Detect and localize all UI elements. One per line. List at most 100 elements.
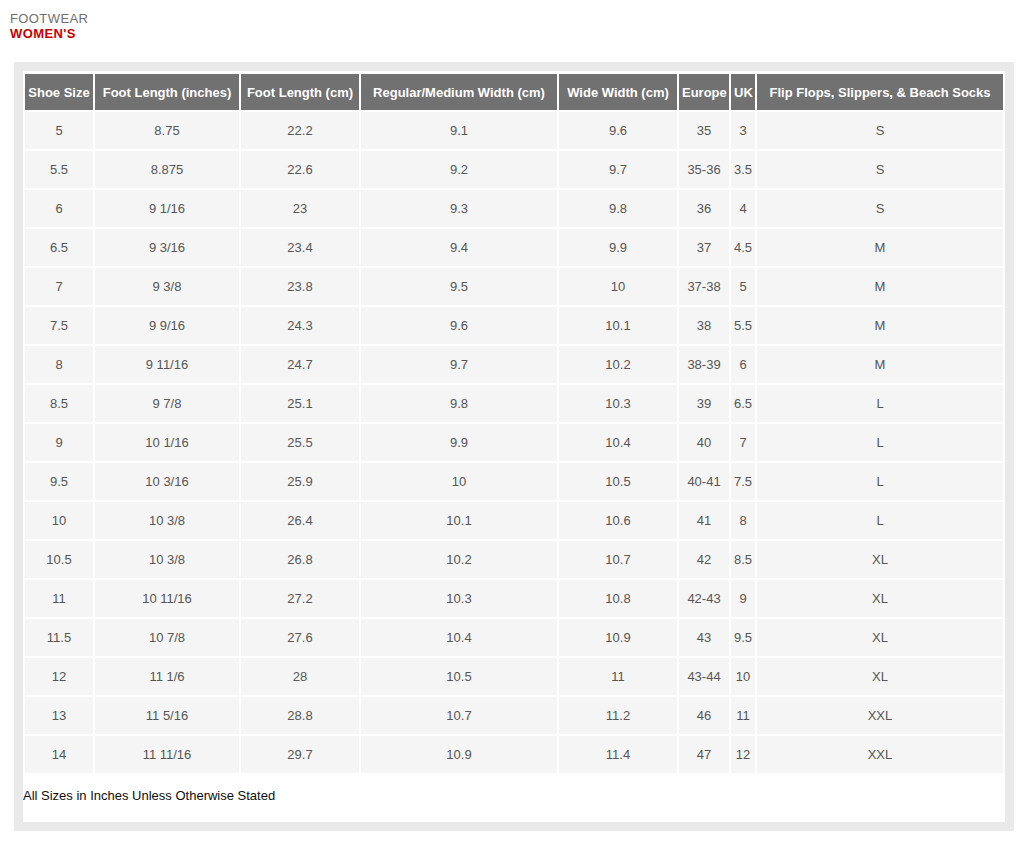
table-cell: 9.5 xyxy=(25,463,93,500)
column-header: Foot Length (cm) xyxy=(241,74,359,110)
table-cell: 11 1/6 xyxy=(95,658,239,695)
table-cell: 38 xyxy=(679,307,729,344)
table-cell: 11 xyxy=(25,580,93,617)
table-cell: L xyxy=(757,424,1003,461)
table-cell: 27.2 xyxy=(241,580,359,617)
table-cell: 4 xyxy=(731,190,755,227)
table-cell: XXL xyxy=(757,697,1003,734)
table-row: 910 1/1625.59.910.4407L xyxy=(25,424,1003,461)
table-cell: 9 xyxy=(731,580,755,617)
table-cell: 10.6 xyxy=(559,502,677,539)
table-cell: 6 xyxy=(25,190,93,227)
table-cell: L xyxy=(757,463,1003,500)
table-cell: 9.5 xyxy=(361,268,557,305)
table-cell: 10 xyxy=(361,463,557,500)
column-header: Shoe Size xyxy=(25,74,93,110)
table-cell: 9 3/16 xyxy=(95,229,239,266)
table-cell: 9 3/8 xyxy=(95,268,239,305)
table-cell: 40 xyxy=(679,424,729,461)
table-cell: 11 11/16 xyxy=(95,736,239,773)
table-cell: M xyxy=(757,307,1003,344)
table-row: 1411 11/1629.710.911.44712XXL xyxy=(25,736,1003,773)
table-cell: 41 xyxy=(679,502,729,539)
column-header: Europe xyxy=(679,74,729,110)
table-row: 11.510 7/827.610.410.9439.5XL xyxy=(25,619,1003,656)
table-cell: 10.4 xyxy=(559,424,677,461)
table-cell: 28.8 xyxy=(241,697,359,734)
table-cell: 3 xyxy=(731,112,755,149)
table-cell: 47 xyxy=(679,736,729,773)
table-cell: 46 xyxy=(679,697,729,734)
table-cell: 9.5 xyxy=(731,619,755,656)
table-cell: 10.5 xyxy=(559,463,677,500)
table-cell: 10 1/16 xyxy=(95,424,239,461)
size-chart-panel: Shoe SizeFoot Length (inches)Foot Length… xyxy=(14,62,1014,831)
table-row: 69 1/16239.39.8364S xyxy=(25,190,1003,227)
table-cell: L xyxy=(757,385,1003,422)
size-chart-table: Shoe SizeFoot Length (inches)Foot Length… xyxy=(23,72,1005,775)
table-cell: 39 xyxy=(679,385,729,422)
table-cell: 23.4 xyxy=(241,229,359,266)
table-cell: 27.6 xyxy=(241,619,359,656)
table-cell: 7.5 xyxy=(731,463,755,500)
table-cell: 9.6 xyxy=(559,112,677,149)
table-row: 79 3/823.89.51037-385M xyxy=(25,268,1003,305)
table-cell: 10 7/8 xyxy=(95,619,239,656)
table-row: 7.59 9/1624.39.610.1385.5M xyxy=(25,307,1003,344)
table-cell: 43-44 xyxy=(679,658,729,695)
table-cell: XL xyxy=(757,619,1003,656)
table-cell: 42 xyxy=(679,541,729,578)
table-cell: 9 11/16 xyxy=(95,346,239,383)
table-cell: L xyxy=(757,502,1003,539)
table-header-row: Shoe SizeFoot Length (inches)Foot Length… xyxy=(25,74,1003,110)
table-cell: M xyxy=(757,346,1003,383)
table-row: 58.7522.29.19.6353S xyxy=(25,112,1003,149)
table-cell: XXL xyxy=(757,736,1003,773)
page-header: FOOTWEAR WOMEN'S xyxy=(10,11,1024,41)
table-cell: 43 xyxy=(679,619,729,656)
table-body: 58.7522.29.19.6353S5.58.87522.69.29.735-… xyxy=(25,112,1003,773)
table-cell: 10.2 xyxy=(361,541,557,578)
table-cell: S xyxy=(757,190,1003,227)
table-cell: 22.6 xyxy=(241,151,359,188)
table-cell: 10 3/8 xyxy=(95,502,239,539)
table-cell: 37-38 xyxy=(679,268,729,305)
table-row: 89 11/1624.79.710.238-396M xyxy=(25,346,1003,383)
column-header: Regular/Medium Width (cm) xyxy=(361,74,557,110)
table-cell: 8 xyxy=(25,346,93,383)
table-cell: 10.5 xyxy=(25,541,93,578)
table-header: Shoe SizeFoot Length (inches)Foot Length… xyxy=(25,74,1003,110)
table-cell: 35-36 xyxy=(679,151,729,188)
table-cell: 28 xyxy=(241,658,359,695)
table-cell: 10.2 xyxy=(559,346,677,383)
table-cell: 12 xyxy=(25,658,93,695)
table-cell: 22.2 xyxy=(241,112,359,149)
table-cell: 25.9 xyxy=(241,463,359,500)
table-cell: 7 xyxy=(25,268,93,305)
table-cell: 26.4 xyxy=(241,502,359,539)
table-cell: 38-39 xyxy=(679,346,729,383)
table-row: 1010 3/826.410.110.6418L xyxy=(25,502,1003,539)
table-cell: XL xyxy=(757,580,1003,617)
table-cell: 10.7 xyxy=(361,697,557,734)
table-cell: 26.8 xyxy=(241,541,359,578)
table-cell: 8.5 xyxy=(731,541,755,578)
table-cell: 37 xyxy=(679,229,729,266)
column-header: Flip Flops, Slippers, & Beach Socks xyxy=(757,74,1003,110)
table-cell: 8 xyxy=(731,502,755,539)
table-cell: 23 xyxy=(241,190,359,227)
table-cell: 9 9/16 xyxy=(95,307,239,344)
table-cell: 7 xyxy=(731,424,755,461)
table-cell: 10.9 xyxy=(361,736,557,773)
table-cell: 10 11/16 xyxy=(95,580,239,617)
table-cell: 9.9 xyxy=(559,229,677,266)
table-row: 1311 5/1628.810.711.24611XXL xyxy=(25,697,1003,734)
table-cell: 6.5 xyxy=(25,229,93,266)
table-cell: 3.5 xyxy=(731,151,755,188)
table-cell: 8.75 xyxy=(95,112,239,149)
page-title: WOMEN'S xyxy=(10,26,1024,41)
table-cell: 9.8 xyxy=(361,385,557,422)
table-cell: 5.5 xyxy=(731,307,755,344)
table-cell: 5.5 xyxy=(25,151,93,188)
table-cell: M xyxy=(757,268,1003,305)
